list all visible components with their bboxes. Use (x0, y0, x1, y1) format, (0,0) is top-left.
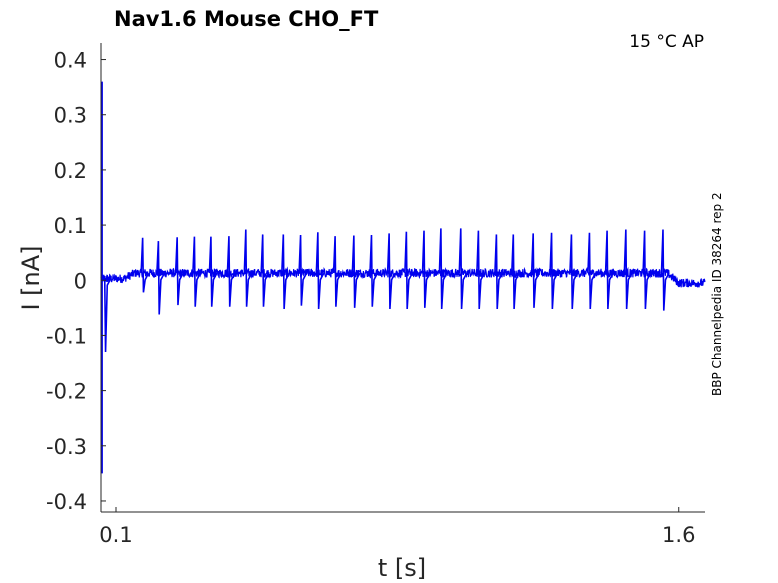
spike-mark (192, 236, 202, 307)
spike-mark (174, 237, 184, 306)
axes (100, 43, 705, 513)
chart-title: Nav1.6 Mouse CHO_FT (114, 7, 379, 31)
spike-mark (315, 232, 325, 309)
spike-mark (569, 234, 579, 309)
spike-mark (208, 236, 218, 307)
y-tick-label: 0.1 (54, 214, 87, 238)
spike-mark (421, 230, 431, 308)
spike-mark (281, 234, 291, 309)
y-tick-label: -0.4 (46, 490, 87, 514)
spike-mark (660, 229, 670, 311)
spike-mark (226, 236, 236, 307)
condition-label: 15 °C AP (629, 32, 704, 52)
y-tick-label: 0.4 (54, 49, 87, 73)
spike-mark (438, 228, 448, 309)
spike-mark (243, 229, 253, 307)
spike-mark (494, 234, 504, 309)
spike-mark (510, 234, 521, 309)
spike-mark (530, 233, 540, 308)
spike-mark (587, 232, 597, 309)
spike-mark (458, 228, 468, 309)
y-tick-label: 0 (74, 269, 87, 293)
y-axis-label: I [nA] (17, 245, 45, 310)
spike-mark (476, 230, 486, 309)
y-axis-ticks: 0.4 0.3 0.2 0.1 0 -0.1 -0.2 -0.3 -0.4 (46, 49, 106, 514)
spike-mark (549, 232, 559, 309)
x-axis-label: t [s] (378, 554, 426, 582)
spike-mark (604, 230, 614, 309)
trace-baseline (100, 266, 706, 288)
spike-mark (386, 233, 396, 309)
x-tick-label: 1.6 (662, 523, 695, 547)
x-axis-ticks: 0.1 1.6 (99, 507, 695, 547)
y-tick-label: -0.1 (46, 324, 87, 348)
current-trace (100, 81, 706, 474)
spike-mark (369, 234, 379, 307)
spike-mark (332, 236, 342, 307)
spike-mark (642, 230, 652, 309)
spike-mark (351, 235, 361, 308)
spike-mark (623, 229, 633, 309)
spike-mark (140, 237, 150, 293)
y-tick-label: -0.2 (46, 380, 87, 404)
y-tick-label: 0.2 (54, 159, 87, 183)
spike-mark (102, 278, 112, 353)
spike-mark (156, 241, 166, 315)
side-label: BBP Channelpedia ID 38264 rep 2 (710, 192, 724, 396)
spike-mark (260, 234, 270, 307)
y-tick-label: 0.3 (54, 104, 87, 128)
spike-mark (298, 234, 308, 306)
spike-mark (404, 231, 414, 309)
y-tick-label: -0.3 (46, 435, 87, 459)
x-tick-label: 0.1 (99, 523, 132, 547)
